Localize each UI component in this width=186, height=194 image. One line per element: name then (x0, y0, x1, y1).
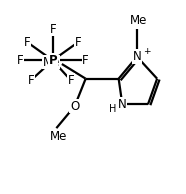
Text: F: F (75, 36, 82, 48)
Text: Me: Me (130, 14, 147, 27)
Text: N: N (118, 98, 127, 111)
Text: F: F (27, 74, 34, 87)
Text: F: F (82, 54, 89, 67)
Text: Me: Me (43, 56, 60, 69)
Text: F: F (24, 36, 30, 48)
Text: Me: Me (49, 130, 67, 143)
Text: P: P (48, 54, 57, 67)
Text: O: O (70, 100, 79, 113)
Text: +: + (143, 47, 151, 56)
Text: F: F (68, 74, 74, 87)
Text: F: F (16, 54, 23, 67)
Text: H: H (109, 104, 116, 114)
Text: N: N (133, 50, 141, 63)
Text: F: F (49, 23, 56, 36)
